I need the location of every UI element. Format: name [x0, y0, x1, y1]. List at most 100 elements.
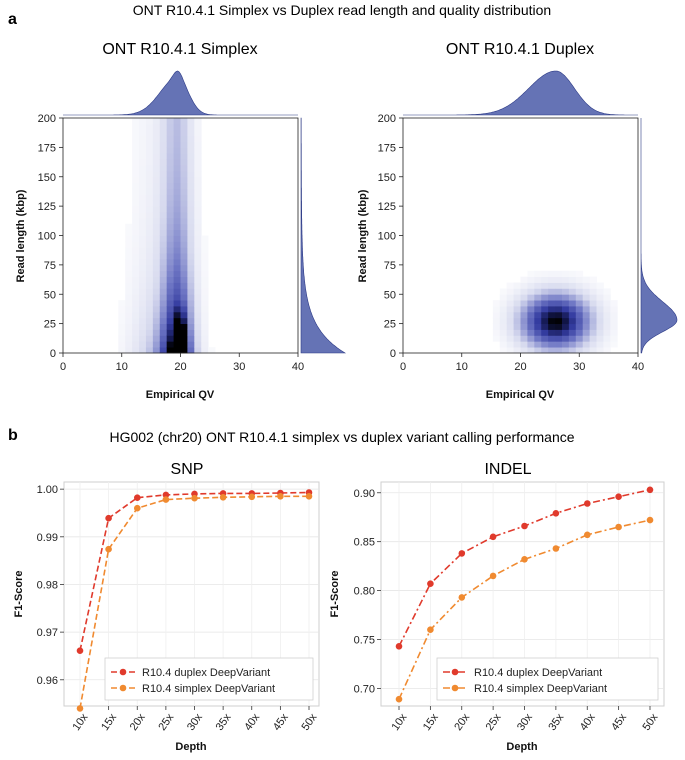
duplex-density-cell: [555, 288, 563, 295]
simplex-density-cell: [152, 182, 161, 189]
simplex-density-cell: [118, 317, 126, 325]
simplex-density-cell: [145, 141, 154, 148]
simplex-density-cell: [166, 341, 174, 348]
simplex-density-cell: [194, 147, 202, 154]
duplex-density-cell: [548, 306, 556, 313]
simplex-density-cell: [145, 288, 154, 295]
simplex-density-cell: [145, 317, 154, 325]
simplex-density-cell: [180, 347, 188, 354]
simplex-density-cell: [166, 276, 174, 283]
duplex-density-cell: [575, 306, 584, 313]
indel-point-duplex: [395, 643, 403, 650]
duplex-density-cell: [506, 306, 514, 313]
duplex-density-cell: [499, 288, 508, 295]
simplex-density-cell: [180, 118, 188, 125]
duplex-density-cell: [541, 329, 549, 336]
duplex-marginal-right-area: [640, 118, 678, 354]
snp-point-simplex: [105, 545, 112, 553]
simplex-density-cell: [132, 223, 140, 231]
duplex-density-cell: [596, 288, 604, 295]
duplex-density-cell: [582, 347, 591, 354]
simplex-density-cell: [180, 317, 188, 325]
simplex-density-cell: [132, 235, 140, 242]
simplex-density-cell: [166, 288, 174, 295]
simplex-density-cell: [166, 212, 174, 219]
simplex-density-cell: [180, 123, 188, 131]
duplex-ytick-label: 50: [384, 289, 396, 301]
simplex-density-cell: [139, 288, 147, 295]
simplex-density-cell: [125, 323, 133, 330]
simplex-density-cell: [173, 282, 181, 289]
simplex-density-cell: [145, 182, 154, 189]
duplex-density-cell: [513, 347, 521, 354]
simplex-density-cell: [152, 329, 161, 336]
duplex-density-cell: [513, 317, 521, 325]
duplex-density-cell: [555, 317, 563, 325]
simplex-density-cell: [139, 223, 147, 231]
simplex-density-cell: [125, 223, 133, 231]
simplex-density-cell: [166, 129, 174, 137]
duplex-density-cell: [520, 282, 528, 289]
simplex-density-cell: [187, 123, 195, 131]
simplex-density-cell: [194, 306, 202, 313]
simplex-density-cell: [180, 141, 188, 148]
simplex-density-cell: [139, 329, 147, 336]
simplex-density-cell: [118, 323, 126, 330]
duplex-density-cell: [582, 341, 591, 348]
simplex-density-cell: [125, 276, 133, 283]
simplex-density-cell: [152, 129, 161, 137]
duplex-density-cell: [492, 335, 501, 342]
duplex-density-cell: [589, 288, 597, 295]
simplex-density-cell: [201, 306, 209, 313]
simplex-density-cell: [159, 341, 168, 348]
simplex-density-cell: [201, 329, 209, 336]
duplex-ytick-label: 125: [378, 201, 396, 213]
duplex-density-cell: [513, 288, 521, 295]
duplex-density-cell: [575, 329, 584, 336]
simplex-density-cell: [194, 264, 202, 272]
indel-marks: [395, 486, 654, 703]
simplex-density-cell: [159, 206, 168, 213]
duplex-density-cell: [596, 341, 604, 348]
duplex-density-cell: [541, 300, 549, 307]
simplex-density-cell: [173, 335, 181, 342]
duplex-density-cell: [506, 317, 514, 325]
simplex-density-cell: [159, 270, 168, 278]
snp-xtick-label: 10x: [71, 711, 91, 733]
simplex-density-cell: [180, 288, 188, 295]
simplex-marginal-right: [300, 117, 347, 354]
duplex-density-cell: [534, 282, 542, 289]
simplex-density-cell: [159, 153, 168, 160]
duplex-density-cell: [596, 311, 604, 319]
simplex-density-cell: [159, 329, 168, 336]
duplex-density-cell: [603, 329, 611, 336]
snp-point-simplex: [76, 705, 84, 712]
simplex-density-cell: [159, 276, 168, 283]
snp-legend-marker: [119, 668, 127, 676]
duplex-density-cell: [520, 317, 528, 325]
duplex-density-cell: [520, 300, 528, 307]
simplex-density-cell: [139, 335, 147, 342]
simplex-density-cell: [139, 206, 147, 213]
simplex-title: ONT R10.4.1 Simplex: [102, 41, 257, 58]
duplex-density-cell: [506, 329, 514, 336]
simplex-density-cell: [145, 235, 154, 242]
simplex-density-cell: [166, 347, 174, 354]
duplex-density-cell: [534, 276, 542, 283]
simplex-density-cell: [194, 223, 202, 231]
duplex-density-cell: [513, 311, 521, 319]
simplex-density-cell: [139, 200, 147, 207]
duplex-density-cell: [541, 341, 549, 348]
simplex-density-cell: [173, 229, 181, 236]
simplex-density-cell: [180, 170, 188, 178]
simplex-density-cell: [139, 264, 147, 272]
duplex-density-cell: [541, 306, 549, 313]
simplex-density-cell: [159, 282, 168, 289]
duplex-density-cell: [582, 300, 591, 307]
snp-point-duplex: [76, 647, 84, 654]
simplex-density-cell: [132, 141, 140, 148]
simplex-density-cell: [132, 206, 140, 213]
simplex-density-cell: [159, 182, 168, 189]
duplex-density-cell: [520, 276, 528, 283]
